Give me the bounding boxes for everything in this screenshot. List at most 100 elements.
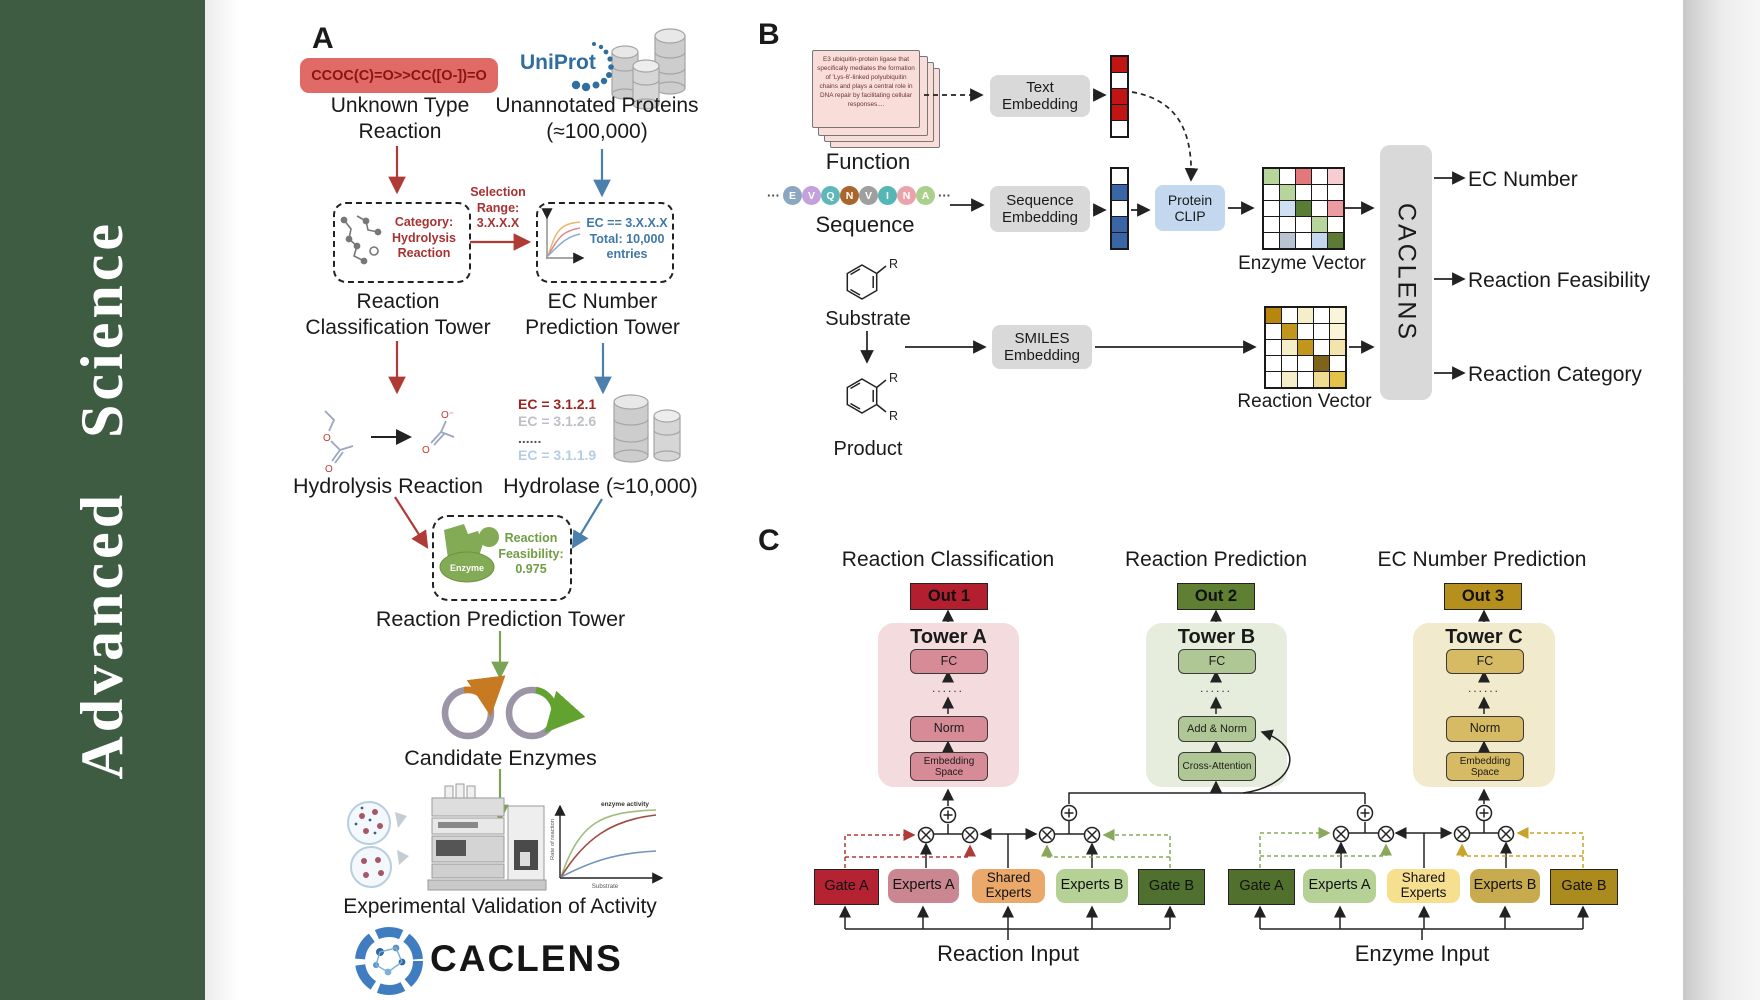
matrix-cell [1112,89,1127,104]
circle-times-icon [1497,825,1515,843]
product-label: Product [833,438,903,460]
ec-candidates-list: EC = 3.1.2.1 EC = 3.1.2.6 ...... EC = 3.… [518,396,596,464]
tower-b-name: Tower B [1177,626,1256,648]
reaction-classification-tower-label: Reaction Classification Tower [305,290,491,340]
matrix-cell [1296,185,1311,200]
residue-circle: I [878,186,897,205]
matrix-cell [1266,340,1281,355]
matrix-cell [1280,185,1295,200]
panel-a-arrows [371,146,612,823]
circle-times-icon [1083,826,1101,844]
chart-title: enzyme activity [601,801,649,808]
matrix-cell [1312,217,1327,232]
matrix-cell [1328,217,1343,232]
sequence-embedding-vector [1110,167,1129,250]
matrix-cell [1112,121,1127,136]
enzyme-label: Enzyme [450,563,484,573]
matrix-cell [1282,372,1297,387]
output-reaction-feasibility: Reaction Feasibility [1468,269,1651,292]
unknown-type-reaction-label: Unknown Type Reaction [330,94,470,144]
matrix-cell [1312,201,1327,216]
caclens-logo-icon [355,927,423,995]
matrix-cell [1266,356,1281,371]
page-edge-right [1683,0,1760,1000]
matrix-cell [1298,356,1313,371]
residue-circle: Q [821,186,840,205]
circle-times-icon [1377,825,1395,843]
caclens-model-bar: CACLENS [1380,145,1432,400]
hydrolysis-reaction-label: Hydrolysis Reaction [293,474,483,498]
ec-curves-icon [541,208,585,264]
residue-circle: N [897,186,916,205]
output-reaction-category: Reaction Category [1468,363,1642,386]
tower-a-dots: ...... [931,681,964,695]
tower-c-dots: ...... [1467,681,1500,695]
matrix-cell [1298,340,1313,355]
circle-plus-icon [1475,804,1493,822]
feasibility-text: Reaction Feasibility: 0.975 [498,531,564,577]
matrix-cell [1280,169,1295,184]
tower-a-name: Tower A [910,626,987,648]
selection-range-text: Selection Range: 3.X.X.X [470,185,526,231]
page-edge-left [205,0,247,1000]
tower-c-embedding-block: Embedding Space [1446,752,1524,781]
enzyme-vector-label: Enzyme Vector [1238,253,1366,274]
reaction-prediction-title: Reaction Prediction [1124,548,1308,571]
matrix-cell [1296,233,1311,248]
tower-a-fc-block: FC [910,649,988,674]
plasmid-icons [441,675,586,740]
enzyme-vector-matrix [1262,167,1345,250]
matrix-cell [1314,308,1329,323]
circle-times-icon [1453,825,1471,843]
smiles-reaction-box: CCOC(C)=O>>CC([O-])=O [300,58,498,93]
residue-circle: A [916,186,935,205]
matrix-cell [1314,356,1329,371]
ellipsis: ··· [767,188,780,203]
ec-prediction-box [536,202,674,283]
ec-item: EC = 3.1.1.9 [518,447,597,463]
protein-clip-box: Protein CLIP [1155,185,1225,231]
hydrolase-label: Hydrolase (≈10,000) [503,474,698,498]
matrix-cell [1280,217,1295,232]
matrix-cell [1328,169,1343,184]
matrix-cell [1112,105,1127,120]
residue-circle: V [859,186,878,205]
chart-ylabel: Rate of reaction [550,819,556,860]
moe-experts-b-reaction: Experts B [1056,869,1128,903]
moe-gate-a-reaction: Gate A [814,869,879,905]
ellipsis: ··· [938,188,951,203]
moe-gate-b-reaction: Gate B [1138,869,1205,905]
matrix-cell [1112,217,1127,232]
database-icon [613,394,681,463]
oxygen-atom: O [422,445,430,456]
reaction-vector-label: Reaction Vector [1237,391,1372,412]
function-card: E3 ubiquitin-protein ligase that specifi… [812,50,920,128]
matrix-cell [1282,308,1297,323]
matrix-cell [1328,233,1343,248]
tower-c-norm-block: Norm [1446,716,1524,742]
matrix-cell [1298,372,1313,387]
matrix-cell [1298,324,1313,339]
molecule-squiggle-icon [340,215,382,265]
matrix-cell [1330,308,1345,323]
matrix-cell [1314,372,1329,387]
activity-chart: enzyme activity Rate of reaction Substra… [550,801,664,890]
panel-c-label: C [758,524,780,557]
matrix-cell [1266,308,1281,323]
matrix-cell [1282,340,1297,355]
ec-item: EC = 3.1.2.6 [518,413,597,429]
circle-plus-icon [939,806,957,824]
matrix-cell [1280,233,1295,248]
function-label: Function [825,149,911,174]
tower-a-embedding-block: Embedding Space [910,752,988,781]
matrix-cell [1264,233,1279,248]
out3-box: Out 3 [1444,583,1522,610]
circle-times-icon [1038,826,1056,844]
matrix-cell [1328,201,1343,216]
matrix-cell [1264,169,1279,184]
r-group-label: R [889,371,898,385]
ec-number-prediction-title: EC Number Prediction [1377,548,1587,571]
tower-c-name: Tower C [1445,626,1523,648]
